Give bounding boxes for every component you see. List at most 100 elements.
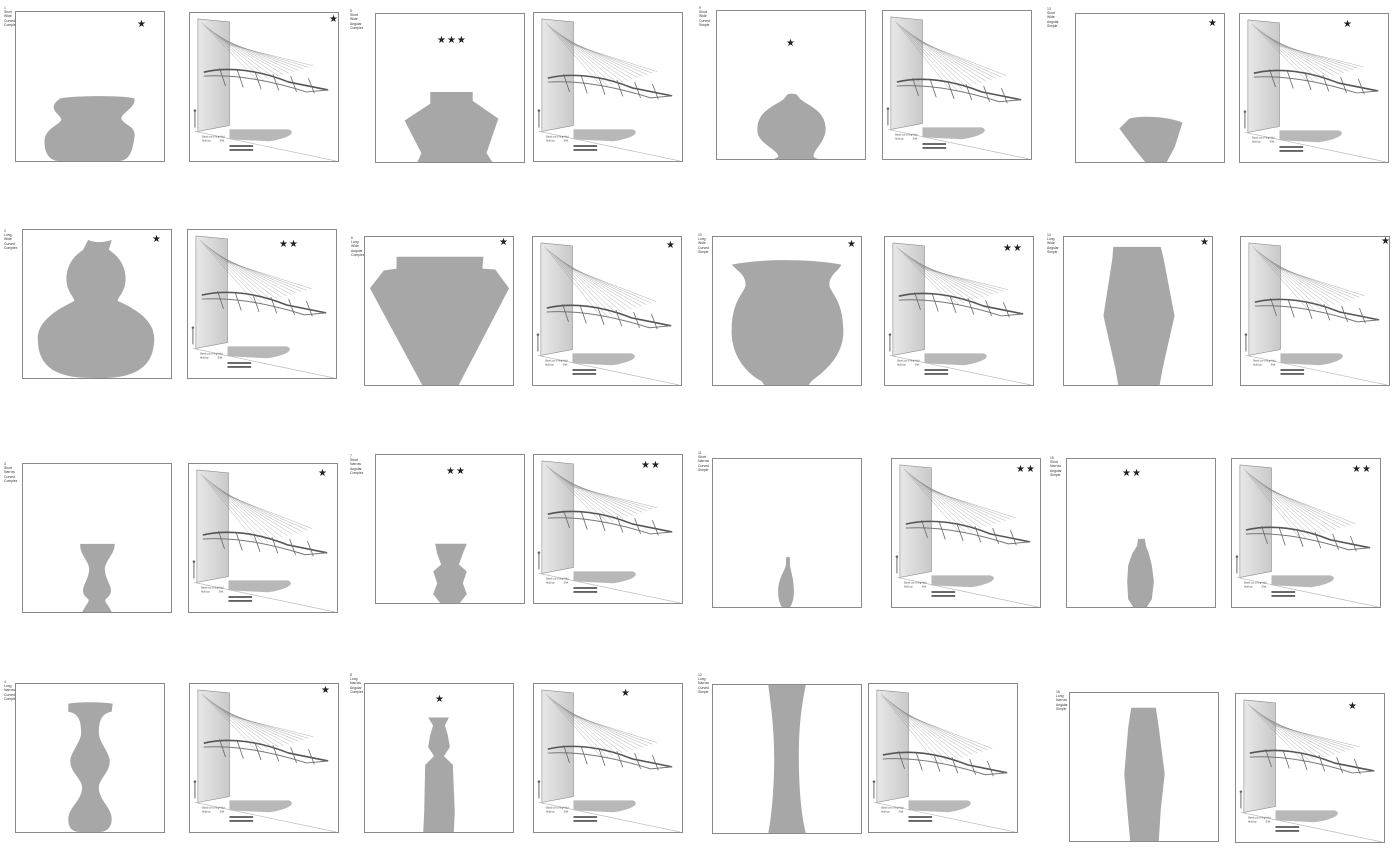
vase-shadow <box>1275 810 1337 822</box>
sim-legend-text: Hold top <box>895 137 904 140</box>
structure-rating-stars: ★ <box>621 689 631 699</box>
wall-panel <box>1248 20 1280 132</box>
vase-shadow <box>1280 353 1342 365</box>
wall-panel <box>198 690 230 802</box>
vase-silhouette-panel <box>1075 13 1225 163</box>
cell-label: 15 Short Narrow Angular Simple <box>1050 456 1062 477</box>
structure-render-panel: Stand out of ring Hold top Hold Shift <box>884 236 1034 386</box>
label-line: Complex <box>351 253 364 257</box>
wall-panel <box>198 19 230 131</box>
vase-rating-stars: ★ <box>1200 238 1210 248</box>
vase-rating-stars: ★ <box>137 20 147 30</box>
vase-silhouette-panel <box>364 683 514 833</box>
vase-silhouette <box>1119 117 1182 162</box>
vase-rating-stars: ★★ <box>446 467 466 477</box>
cell-label: 5 Short Wide Angular Complex <box>350 9 363 30</box>
vase-silhouette <box>768 685 805 833</box>
vase-silhouette-panel <box>716 10 866 160</box>
vase-rating-stars: ★ <box>499 238 509 248</box>
sim-legend-text: Shift <box>564 810 569 813</box>
structure-rating-stars: ★ <box>1348 702 1358 712</box>
sim-legend-text: Shift <box>564 581 569 584</box>
label-line: Simple <box>1050 473 1062 477</box>
label-line: Simple <box>1047 250 1059 254</box>
sim-legend-text: Hold <box>564 135 570 138</box>
cell-label: 12 Long Narrow Curved Simple <box>698 673 709 694</box>
scale-bar <box>572 369 596 371</box>
sim-legend-text: Hold top <box>546 810 555 813</box>
scale-bar <box>573 145 597 147</box>
structure-render-panel: Stand out of ring Hold top Hold Shift <box>1231 458 1381 608</box>
vase-silhouette <box>370 257 509 385</box>
scale-bar <box>227 362 251 364</box>
scale-bar <box>573 816 597 818</box>
sim-legend-text: Shift <box>1270 140 1275 143</box>
vase-shadow <box>229 129 291 141</box>
structure-render-panel: Stand out of ring Hold top Hold Shift <box>533 683 683 833</box>
cell-label: 7 Short Narrow Angular Complex <box>350 454 363 475</box>
vase-shadow <box>228 580 290 592</box>
vase-silhouette <box>45 96 135 161</box>
structure-rating-stars: ★★ <box>1016 465 1036 475</box>
vase-silhouette <box>423 718 455 832</box>
cell-label: 9 Short Wide Curved Simple <box>699 6 710 27</box>
structure-rating-stars: ★★ <box>641 461 661 471</box>
cell-label: 2 Long Wide Curved Complex <box>4 229 17 250</box>
vase-silhouette <box>1124 708 1164 841</box>
sim-legend-text: Hold <box>1271 359 1277 362</box>
sim-legend-text: Shift <box>220 810 225 813</box>
sim-legend-text: Stand out of ring <box>202 135 220 138</box>
vase-shadow <box>922 127 984 139</box>
label-line: Complex <box>350 471 363 475</box>
vase-rating-stars: ★ <box>847 240 857 250</box>
sim-legend-text: Hold <box>913 133 919 136</box>
cell-label: 3 Short Narrow Curved Complex <box>4 462 17 483</box>
structure-render-panel: Stand out of ring Hold top Hold Shift <box>1235 693 1385 843</box>
scale-bar <box>229 816 253 818</box>
vase-shadow <box>573 800 635 812</box>
sim-legend-text: Stand out of ring <box>895 133 913 136</box>
structure-render-panel: Stand out of ring Hold top Hold Shift <box>189 683 339 833</box>
sim-legend-text: Hold top <box>881 810 890 813</box>
vase-shadow <box>573 129 635 141</box>
sim-legend-text: Hold <box>1270 136 1276 139</box>
label-line: Simple <box>698 250 709 254</box>
vase-silhouette <box>433 544 467 603</box>
sim-legend-text: Stand out of ring <box>1244 581 1262 584</box>
sim-legend-text: Hold <box>218 352 224 355</box>
sim-legend-text: Hold top <box>1244 585 1253 588</box>
label-line: Narrow <box>1050 464 1062 468</box>
sim-legend-text: Shift <box>922 585 927 588</box>
scale-bar <box>229 145 253 147</box>
vase-rating-stars: ★ <box>786 39 796 49</box>
vase-silhouette-panel <box>15 683 165 833</box>
scale-bar <box>228 596 252 598</box>
sim-legend-text: Stand out of ring <box>1253 359 1271 362</box>
structure-render-panel: Stand out of ring Hold top Hold Shift <box>868 683 1018 833</box>
sim-legend-text: Shift <box>1271 363 1276 366</box>
sim-legend-text: Shift <box>220 139 225 142</box>
scale-bar <box>922 143 946 145</box>
label-line: Simple <box>1056 707 1068 711</box>
sim-legend-text: Stand out of ring <box>202 806 220 809</box>
sim-legend-text: Hold top <box>546 581 555 584</box>
sim-legend-text: Hold top <box>897 363 906 366</box>
label-line: Simple <box>698 468 709 472</box>
structure-rating-stars: ★★ <box>1352 465 1372 475</box>
sim-legend-text: Shift <box>563 363 568 366</box>
vase-silhouette <box>757 94 825 159</box>
sim-legend-text: Hold top <box>202 139 211 142</box>
vase-shadow <box>229 800 291 812</box>
structure-render-panel: Stand out of ring Hold top Hold Shift <box>189 12 339 162</box>
label-line: Complex <box>4 479 17 483</box>
sim-legend-text: Hold <box>564 806 570 809</box>
vase-shadow <box>227 346 289 358</box>
structure-render-panel: Stand out of ring Hold top Hold Shift <box>188 463 338 613</box>
structure-render-panel: Stand out of ring Hold top Hold Shift <box>891 458 1041 608</box>
structure-render-panel: Stand out of ring Hold top Hold Shift <box>882 10 1032 160</box>
sim-legend-text: Shift <box>899 810 904 813</box>
cell-label: 16 Long Narrow Angular Simple <box>1056 690 1068 711</box>
cell-label: 6 Long Wide Angular Complex <box>351 236 364 257</box>
label-line: Narrow <box>698 459 709 463</box>
cell-label: 10 Long Wide Curved Simple <box>698 233 709 254</box>
